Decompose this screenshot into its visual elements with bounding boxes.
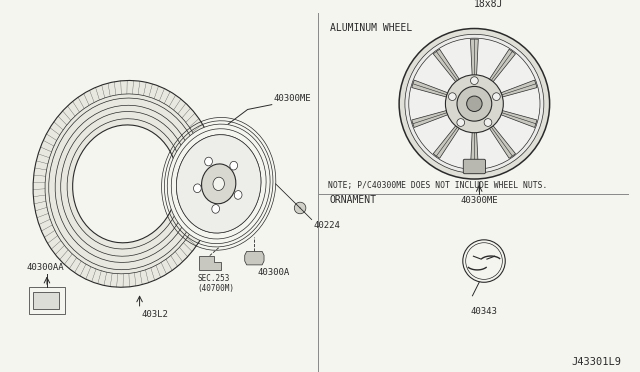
Ellipse shape (183, 143, 254, 225)
Ellipse shape (234, 190, 242, 199)
Polygon shape (485, 120, 515, 158)
Ellipse shape (45, 94, 205, 274)
Text: SEC.253
(40700M): SEC.253 (40700M) (198, 273, 234, 293)
Ellipse shape (177, 135, 261, 233)
Ellipse shape (213, 177, 225, 190)
Polygon shape (200, 256, 221, 270)
Bar (33, 292, 58, 309)
Polygon shape (494, 80, 537, 99)
Circle shape (405, 34, 544, 173)
Ellipse shape (49, 98, 202, 270)
Circle shape (470, 77, 478, 84)
FancyBboxPatch shape (463, 159, 486, 174)
Ellipse shape (33, 80, 217, 287)
Circle shape (493, 93, 500, 100)
Text: ORNAMENT: ORNAMENT (330, 195, 377, 205)
Polygon shape (470, 125, 478, 169)
Text: 40343: 40343 (470, 307, 497, 316)
Circle shape (467, 96, 482, 112)
Text: 40300ME: 40300ME (274, 94, 311, 103)
Polygon shape (244, 251, 264, 265)
Circle shape (457, 119, 465, 126)
Text: J43301L9: J43301L9 (571, 357, 621, 367)
Polygon shape (412, 109, 455, 128)
Polygon shape (470, 39, 478, 83)
Text: ALUMINUM WHEEL: ALUMINUM WHEEL (330, 23, 412, 33)
Polygon shape (494, 109, 537, 128)
Text: 40300A: 40300A (257, 268, 289, 277)
Circle shape (445, 75, 503, 133)
Ellipse shape (172, 129, 266, 239)
Ellipse shape (167, 124, 270, 244)
Ellipse shape (61, 112, 189, 256)
Circle shape (449, 93, 456, 100)
Bar (29, 287, 65, 314)
Polygon shape (412, 80, 455, 99)
Text: NOTE; P/C40300ME DOES NOT INCLUDE WHEEL NUTS.: NOTE; P/C40300ME DOES NOT INCLUDE WHEEL … (328, 181, 547, 190)
Text: 18x8J: 18x8J (474, 0, 504, 9)
Text: 40224: 40224 (314, 221, 340, 231)
Ellipse shape (193, 184, 201, 193)
Ellipse shape (212, 205, 220, 213)
Circle shape (294, 202, 306, 214)
Text: 403L2: 403L2 (141, 310, 168, 319)
Ellipse shape (230, 161, 237, 170)
Circle shape (409, 38, 540, 169)
Circle shape (463, 240, 505, 282)
Text: 40300ME: 40300ME (460, 196, 498, 205)
Circle shape (457, 86, 492, 121)
Polygon shape (433, 49, 463, 88)
Ellipse shape (72, 125, 177, 243)
Polygon shape (485, 49, 515, 88)
Polygon shape (433, 120, 463, 158)
Ellipse shape (67, 119, 183, 249)
Ellipse shape (177, 135, 261, 233)
Ellipse shape (55, 105, 195, 262)
Text: 40300AA: 40300AA (27, 263, 64, 272)
Ellipse shape (202, 164, 236, 204)
Ellipse shape (205, 157, 212, 166)
Circle shape (484, 119, 492, 126)
Circle shape (399, 29, 550, 179)
